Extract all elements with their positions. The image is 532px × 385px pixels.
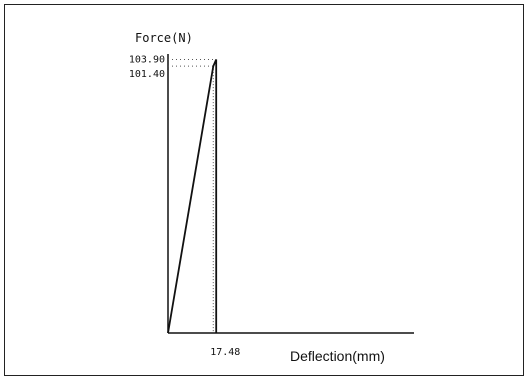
y-value-label-second: 101.40	[129, 69, 165, 80]
force-deflection-curve	[167, 59, 218, 334]
x-value-label: 17.48	[210, 347, 240, 358]
y-value-label-peak: 103.90	[129, 55, 165, 66]
y-axis-label: Force(N)	[135, 31, 193, 45]
chart-frame	[4, 4, 524, 376]
x-axis-label: Deflection(mm)	[290, 348, 385, 364]
